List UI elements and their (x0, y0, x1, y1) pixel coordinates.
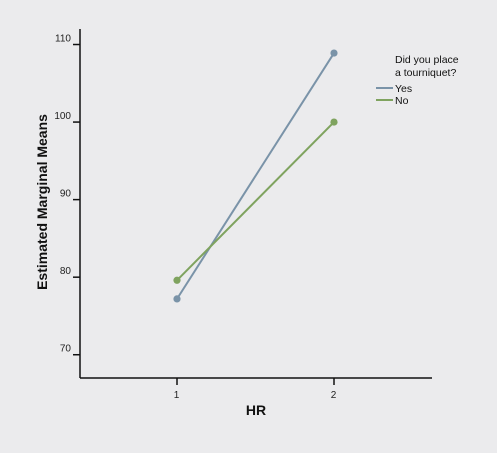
legend-label-yes: Yes (395, 83, 412, 95)
y-tick-label: 110 (55, 34, 71, 45)
y-tick-label: 80 (60, 266, 72, 277)
x-tick-label: 1 (174, 390, 180, 401)
series-points (173, 49, 338, 303)
data-point-no (173, 276, 181, 284)
y-tick-label: 70 (60, 344, 72, 355)
legend-label-no: No (395, 95, 409, 107)
x-axis-title: HR (246, 402, 266, 418)
y-tick-label: 100 (54, 111, 71, 122)
data-point-yes (330, 49, 338, 57)
series-line-no (176, 121, 335, 281)
y-ticks: 70 80 90 100 110 (54, 34, 80, 356)
series-line-yes (176, 52, 335, 300)
y-tick-label: 90 (60, 189, 72, 200)
data-point-no (330, 118, 338, 126)
axes (79, 29, 432, 379)
y-axis-title: Estimated Marginal Means (34, 114, 50, 290)
legend-title-line-1: Did you place (395, 54, 459, 66)
x-tick-label: 2 (331, 390, 337, 401)
data-point-yes (173, 295, 181, 303)
legend-title-line-2: a tourniquet? (395, 67, 456, 79)
series-lines (176, 52, 335, 300)
